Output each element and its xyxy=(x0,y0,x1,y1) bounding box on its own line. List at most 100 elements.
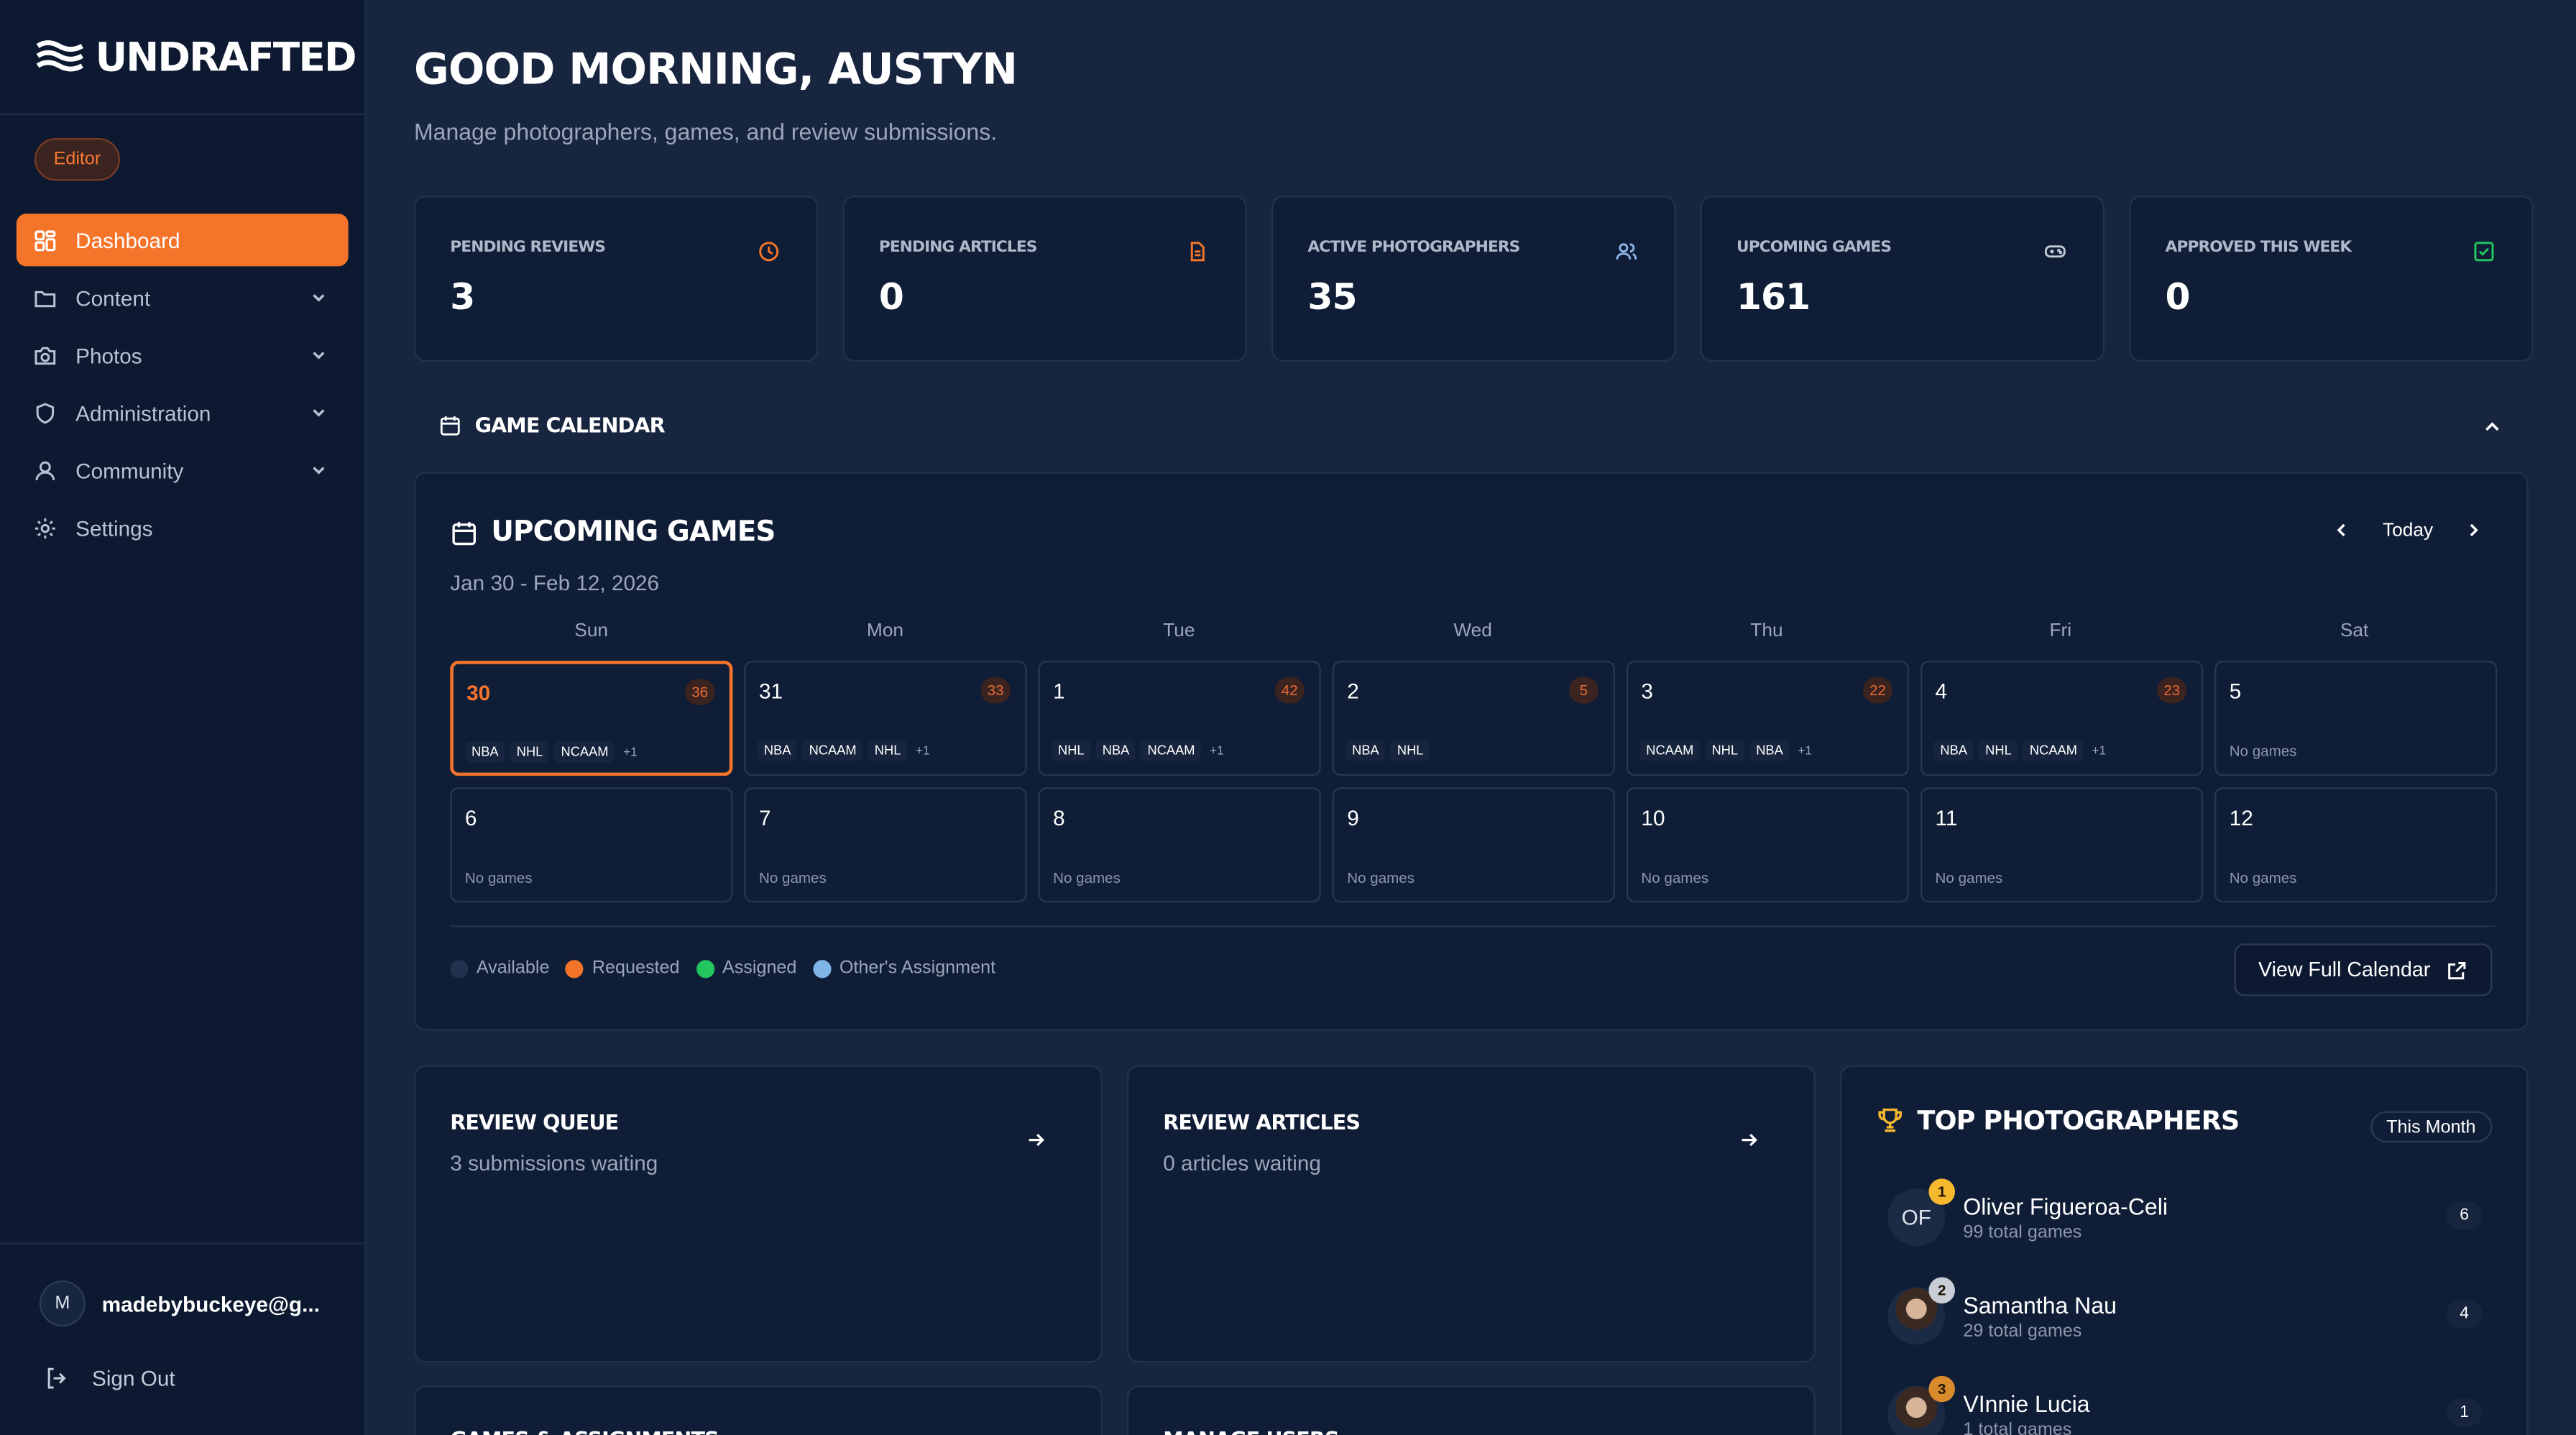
league-tag: NCAAM xyxy=(2023,739,2084,761)
gamepad-icon xyxy=(2045,245,2066,258)
stat-card-approved-this-week[interactable]: APPROVED THIS WEEK 0 xyxy=(2129,196,2534,362)
chevron-left-icon[interactable] xyxy=(2332,520,2353,541)
stat-card-pending-reviews[interactable]: PENDING REVIEWS 3 xyxy=(413,196,819,362)
calendar-day[interactable]: 1 42 NHL NBA NCAAM +1 xyxy=(1038,661,1321,776)
game-count-badge: 42 xyxy=(1274,677,1305,704)
stat-value: 3 xyxy=(450,278,475,319)
period-selector[interactable]: This Month xyxy=(2370,1111,2493,1143)
avatar: OF 1 xyxy=(1887,1178,1955,1247)
calendar-icon xyxy=(452,521,476,545)
chevron-down-icon xyxy=(313,409,325,417)
day-number: 12 xyxy=(2229,805,2253,830)
sidebar-item-dashboard[interactable]: Dashboard xyxy=(16,214,349,267)
brand-name: UNDRAFTED xyxy=(95,33,357,80)
role-badge: Editor xyxy=(34,138,120,181)
stat-card-pending-articles[interactable]: PENDING ARTICLES 0 xyxy=(842,196,1247,362)
monthly-count-badge: 4 xyxy=(2446,1300,2483,1329)
view-full-calendar-button[interactable]: View Full Calendar xyxy=(2234,943,2493,996)
league-tag: NHL xyxy=(1979,739,2018,761)
page-subtitle: Manage photographers, games, and review … xyxy=(413,118,998,145)
users-icon xyxy=(1616,243,1637,260)
league-tag: NBA xyxy=(1933,739,1974,761)
legend-dot xyxy=(566,959,584,978)
photographer-info: Oliver Figueroa-Celi 99 total games xyxy=(1963,1193,2168,1242)
manage-users-card[interactable]: MANAGE USERS xyxy=(1126,1385,1816,1435)
legend-label: Requested xyxy=(592,958,680,978)
photographer-row[interactable]: OF 1 Oliver Figueroa-Celi 99 total games 6 xyxy=(1887,1178,2483,1247)
user-icon xyxy=(35,460,55,480)
calendar-day[interactable]: 11 No games xyxy=(1920,787,2204,903)
avatar-initials: OF xyxy=(1901,1204,1931,1230)
league-tag: NBA xyxy=(1095,739,1136,761)
panel-subtitle: 0 articles waiting xyxy=(1163,1150,1321,1175)
no-games-label: No games xyxy=(758,869,827,886)
day-number: 5 xyxy=(2229,679,2242,704)
legend-dot xyxy=(696,959,714,978)
calendar-day[interactable]: 10 No games xyxy=(1626,787,1909,903)
rank-badge: 1 xyxy=(1928,1178,1955,1205)
league-tag: NHL xyxy=(1390,739,1430,761)
calendar-day[interactable]: 6 No games xyxy=(450,787,733,903)
date-range: Jan 30 - Feb 12, 2026 xyxy=(450,570,660,595)
calendar-day[interactable]: 8 No games xyxy=(1038,787,1321,903)
chevron-right-icon[interactable] xyxy=(2462,520,2484,541)
trophy-icon xyxy=(1878,1108,1902,1132)
calendar-day[interactable]: 3 22 NCAAM NHL NBA +1 xyxy=(1626,661,1909,776)
today-button[interactable]: Today xyxy=(2382,520,2434,541)
calendar-day[interactable]: 5 No games xyxy=(2214,661,2498,776)
more-leagues-count: +1 xyxy=(915,743,930,758)
stat-card-upcoming-games[interactable]: UPCOMING GAMES 161 xyxy=(1700,196,2104,362)
sidebar-item-community[interactable]: Community xyxy=(17,444,349,496)
league-tag: NHL xyxy=(510,741,550,763)
sidebar-item-label: Photos xyxy=(75,342,142,368)
review-queue-card[interactable]: REVIEW QUEUE 3 submissions waiting xyxy=(413,1065,1103,1363)
more-leagues-count: +1 xyxy=(1210,743,1224,758)
sidebar-item-photos[interactable]: Photos xyxy=(17,329,349,381)
photographer-row[interactable]: 3 VInnie Lucia 1 total games 1 xyxy=(1887,1375,2483,1435)
sidebar-item-settings[interactable]: Settings xyxy=(17,501,349,554)
league-tags: NHL NBA NCAAM +1 xyxy=(1051,739,1224,761)
photographer-row[interactable]: 2 Samantha Nau 29 total games 4 xyxy=(1887,1277,2483,1345)
chevron-down-icon xyxy=(313,352,325,359)
calendar-day[interactable]: 12 No games xyxy=(2214,787,2498,903)
day-number: 6 xyxy=(464,805,477,830)
sign-out-label: Sign Out xyxy=(91,1365,175,1391)
top-photographers-card: TOP PHOTOGRAPHERS This Month OF 1 Oliver F… xyxy=(1839,1065,2529,1435)
review-articles-card[interactable]: REVIEW ARTICLES 0 articles waiting xyxy=(1126,1065,1816,1363)
sign-out-button[interactable]: Sign Out xyxy=(45,1366,175,1390)
calendar-day[interactable]: 9 No games xyxy=(1332,787,1615,903)
league-tag: NBA xyxy=(464,741,505,763)
sidebar-item-content[interactable]: Content xyxy=(17,271,349,324)
photographer-name: VInnie Lucia xyxy=(1963,1390,2090,1416)
calendar-day[interactable]: 7 No games xyxy=(744,787,1027,903)
calendar-day[interactable]: 2 5 NBA NHL xyxy=(1332,661,1615,776)
sidebar-item-administration[interactable]: Administration xyxy=(17,386,349,439)
weekday-label: Wed xyxy=(1453,621,1492,641)
weekday-label: Thu xyxy=(1750,621,1783,641)
arrow-right-icon[interactable] xyxy=(1738,1129,1760,1151)
weekday-label: Sat xyxy=(2340,621,2369,641)
stat-value: 35 xyxy=(1307,278,1357,319)
game-count-badge: 33 xyxy=(980,677,1011,704)
calendar-day[interactable]: 4 23 NBA NHL NCAAM +1 xyxy=(1920,661,2204,776)
brand-logo[interactable]: UNDRAFTED xyxy=(0,0,365,116)
stat-card-active-photographers[interactable]: ACTIVE PHOTOGRAPHERS 35 xyxy=(1271,196,1676,362)
photographer-info: Samantha Nau 29 total games xyxy=(1963,1291,2116,1341)
calendar-day[interactable]: 31 33 NBA NCAAM NHL +1 xyxy=(744,661,1027,776)
more-leagues-count: +1 xyxy=(1798,743,1812,758)
legend-item: Assigned xyxy=(696,958,796,978)
photographer-name: Oliver Figueroa-Celi xyxy=(1963,1192,2168,1219)
legend-item: Available xyxy=(450,958,549,978)
game-count-badge: 5 xyxy=(1568,677,1598,704)
game-calendar-header[interactable]: GAME CALENDAR xyxy=(438,413,666,437)
chevron-up-icon[interactable] xyxy=(2480,416,2503,439)
arrow-right-icon[interactable] xyxy=(1025,1129,1046,1151)
check-square-icon xyxy=(2474,242,2494,262)
top-photographers-title-text: TOP PHOTOGRAPHERS xyxy=(1917,1104,2240,1136)
calendar-day[interactable]: 30 36 NBA NHL NCAAM +1 xyxy=(450,661,733,776)
weekday-header: Sun Mon Tue Wed Thu Fri Sat xyxy=(450,621,2496,641)
stat-value: 161 xyxy=(1736,278,1811,319)
flag-logo-icon xyxy=(36,39,83,71)
games-assignments-card[interactable]: GAMES & ASSIGNMENTS xyxy=(413,1385,1103,1435)
user-account[interactable]: M madebybuckeye@g... xyxy=(39,1280,320,1327)
